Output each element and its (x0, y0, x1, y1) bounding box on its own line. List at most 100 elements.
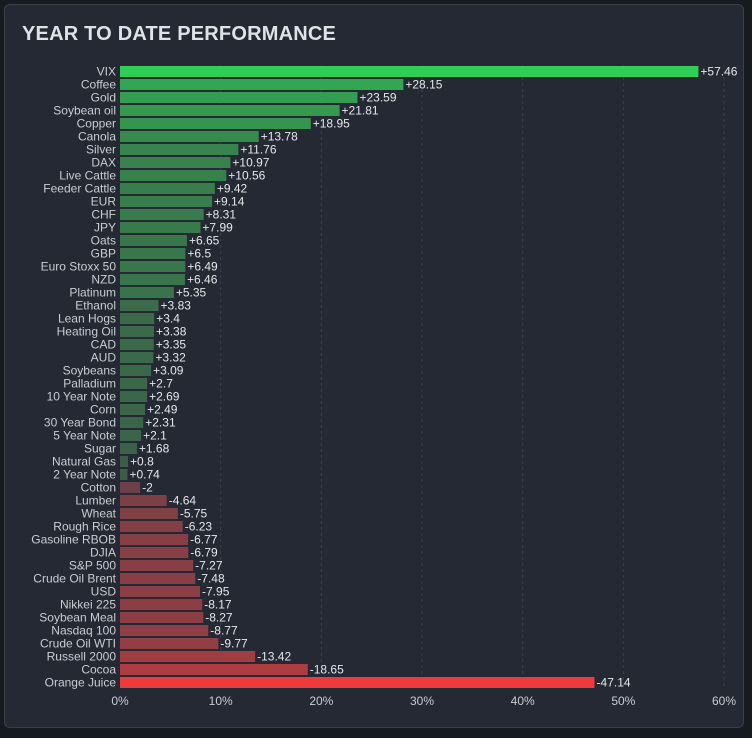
bar[interactable] (120, 430, 142, 441)
category-label: CHF (91, 208, 116, 222)
category-label: Soybean Meal (39, 611, 116, 625)
bar[interactable] (120, 248, 186, 259)
bar[interactable] (120, 235, 187, 246)
bar[interactable] (120, 573, 196, 584)
value-label: +11.76 (240, 143, 276, 157)
category-label: Soybeans (63, 364, 116, 378)
value-label: +21.81 (342, 104, 379, 118)
category-label: Live Cattle (59, 169, 116, 183)
category-label: Wheat (81, 507, 116, 521)
bar[interactable] (120, 118, 311, 129)
bar[interactable] (120, 586, 201, 597)
bar[interactable] (120, 339, 154, 350)
category-label: Lean Hogs (58, 312, 116, 326)
bar[interactable] (120, 469, 128, 480)
category-label: Gasoline RBOB (31, 533, 116, 547)
value-label: +3.32 (155, 351, 186, 365)
bar[interactable] (120, 92, 358, 103)
bar[interactable] (120, 131, 259, 142)
bar[interactable] (120, 300, 159, 311)
category-label: USD (91, 585, 117, 599)
bar[interactable] (120, 417, 144, 428)
category-label: Cocoa (81, 663, 116, 677)
bar[interactable] (120, 157, 231, 168)
value-label: +0.8 (130, 455, 154, 469)
x-tick-label: 20% (309, 694, 333, 708)
value-label: +18.95 (313, 117, 350, 131)
value-label: +10.56 (228, 169, 265, 183)
x-tick-label: 50% (611, 694, 635, 708)
bar[interactable] (120, 521, 183, 532)
bar[interactable] (120, 508, 178, 519)
bar[interactable] (120, 625, 209, 636)
bar[interactable] (120, 443, 137, 454)
bar[interactable] (120, 365, 152, 376)
value-label: +7.99 (202, 221, 233, 235)
category-label: Oats (91, 234, 116, 248)
bar[interactable] (120, 313, 155, 324)
value-label: -2 (142, 481, 153, 495)
category-label: 10 Year Note (47, 390, 117, 404)
bar[interactable] (120, 612, 204, 623)
bar[interactable] (120, 261, 186, 272)
bar[interactable] (120, 170, 227, 181)
value-label: +2.7 (149, 377, 173, 391)
bar[interactable] (120, 287, 174, 298)
x-tick-label: 0% (111, 694, 129, 708)
category-label: Gold (91, 91, 116, 105)
bar[interactable] (120, 664, 308, 675)
category-label: Ethanol (75, 299, 116, 313)
value-label: -6.79 (190, 546, 218, 560)
bar[interactable] (120, 66, 699, 77)
category-label: NZD (91, 273, 116, 287)
value-label: +28.15 (405, 78, 442, 92)
category-label: Crude Oil Brent (33, 572, 116, 586)
bar[interactable] (120, 547, 189, 558)
value-label: +10.97 (232, 156, 269, 170)
bar[interactable] (120, 222, 201, 233)
value-label: -18.65 (310, 663, 344, 677)
x-tick-label: 40% (511, 694, 535, 708)
bar[interactable] (120, 209, 204, 220)
category-label: 5 Year Note (53, 429, 116, 443)
value-label: -47.14 (597, 676, 631, 690)
category-label: Heating Oil (57, 325, 116, 339)
category-label: Nasdaq 100 (51, 624, 116, 638)
value-label: -9.77 (220, 637, 248, 651)
value-label: -8.27 (205, 611, 233, 625)
bar[interactable] (120, 651, 256, 662)
category-label: JPY (94, 221, 116, 235)
bar[interactable] (120, 599, 203, 610)
bar[interactable] (120, 352, 154, 363)
bar[interactable] (120, 378, 148, 389)
bar[interactable] (120, 495, 167, 506)
value-label: +1.68 (139, 442, 170, 456)
bar[interactable] (120, 638, 219, 649)
bar[interactable] (120, 560, 194, 571)
bar[interactable] (120, 105, 340, 116)
bar[interactable] (120, 677, 595, 688)
value-label: +6.46 (187, 273, 218, 287)
category-label: Coffee (81, 78, 116, 92)
bar[interactable] (120, 482, 141, 493)
bar[interactable] (120, 404, 146, 415)
value-label: +2.1 (143, 429, 167, 443)
bar[interactable] (120, 274, 186, 285)
bar[interactable] (120, 144, 239, 155)
category-label: Soybean oil (53, 104, 116, 118)
value-label: -6.23 (185, 520, 213, 534)
bar[interactable] (120, 196, 213, 207)
category-label: 30 Year Bond (44, 416, 116, 430)
bar[interactable] (120, 391, 148, 402)
category-label: Feeder Cattle (43, 182, 116, 196)
category-label: Canola (78, 130, 116, 144)
bar[interactable] (120, 326, 155, 337)
bar[interactable] (120, 456, 129, 467)
category-label: Lumber (75, 494, 116, 508)
bar[interactable] (120, 534, 189, 545)
value-label: -4.64 (169, 494, 197, 508)
category-label: Cotton (81, 481, 116, 495)
bar[interactable] (120, 183, 215, 194)
value-label: -8.77 (210, 624, 238, 638)
bar[interactable] (120, 79, 404, 90)
